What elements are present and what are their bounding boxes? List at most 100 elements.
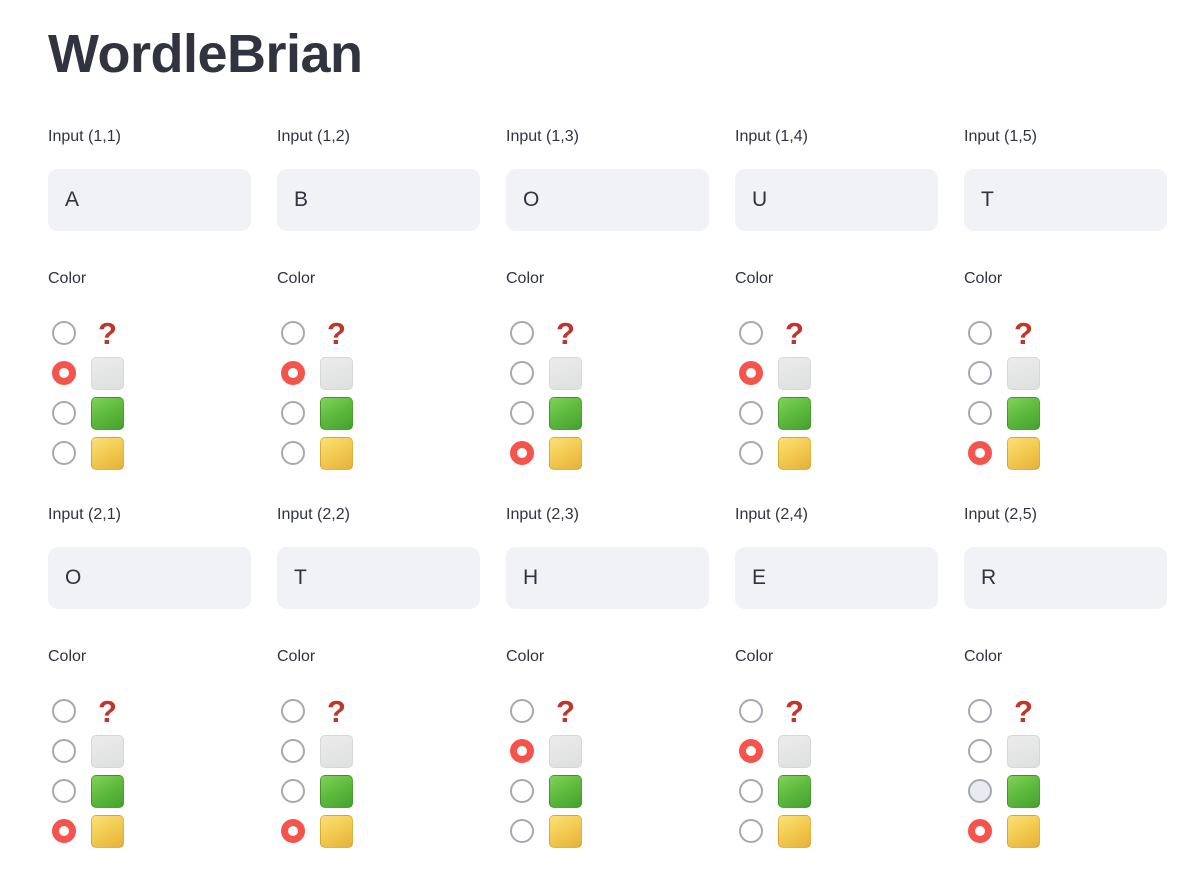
page: WordleBrian Input (1,1) A Color ? Input … bbox=[48, 24, 1167, 855]
color-option-yellow[interactable] bbox=[739, 436, 938, 470]
letter-input[interactable]: H bbox=[506, 546, 709, 609]
color-option-yellow[interactable] bbox=[281, 814, 480, 848]
radio-yellow[interactable] bbox=[52, 819, 76, 844]
radio-green[interactable] bbox=[739, 401, 763, 426]
radio-gray[interactable] bbox=[968, 739, 992, 764]
radio-gray[interactable] bbox=[510, 739, 534, 764]
letter-input[interactable]: A bbox=[48, 168, 251, 231]
color-option-gray[interactable] bbox=[281, 356, 480, 390]
radio-yellow[interactable] bbox=[739, 441, 763, 466]
radio-gray[interactable] bbox=[739, 361, 763, 386]
color-option-yellow[interactable] bbox=[968, 814, 1167, 848]
color-option-gray[interactable] bbox=[739, 356, 938, 390]
color-option-yellow[interactable] bbox=[510, 814, 709, 848]
radio-unknown[interactable] bbox=[739, 321, 763, 346]
color-option-green[interactable] bbox=[52, 774, 251, 808]
color-option-green[interactable] bbox=[739, 774, 938, 808]
color-option-gray[interactable] bbox=[739, 734, 938, 768]
radio-green[interactable] bbox=[968, 401, 992, 426]
radio-yellow[interactable] bbox=[510, 441, 534, 466]
letter-input[interactable]: T bbox=[277, 546, 480, 609]
color-option-green[interactable] bbox=[968, 774, 1167, 808]
color-option-green[interactable] bbox=[281, 774, 480, 808]
color-label: Color bbox=[735, 269, 774, 287]
color-option-green[interactable] bbox=[281, 396, 480, 430]
color-option-yellow[interactable] bbox=[52, 814, 251, 848]
color-option-gray[interactable] bbox=[510, 734, 709, 768]
radio-green[interactable] bbox=[739, 779, 763, 804]
radio-green[interactable] bbox=[52, 401, 76, 426]
radio-gray[interactable] bbox=[52, 739, 76, 764]
color-radio-group: ? bbox=[506, 695, 709, 855]
radio-unknown[interactable] bbox=[52, 321, 76, 346]
color-option-unknown[interactable]: ? bbox=[52, 317, 251, 350]
color-option-unknown[interactable]: ? bbox=[510, 695, 709, 728]
radio-yellow[interactable] bbox=[510, 819, 534, 844]
letter-input[interactable]: T bbox=[964, 168, 1167, 231]
radio-green[interactable] bbox=[52, 779, 76, 804]
radio-unknown[interactable] bbox=[968, 321, 992, 346]
radio-gray[interactable] bbox=[281, 361, 305, 386]
radio-green[interactable] bbox=[968, 779, 992, 804]
radio-yellow[interactable] bbox=[968, 441, 992, 466]
letter-input-value: T bbox=[294, 565, 307, 589]
radio-gray[interactable] bbox=[281, 739, 305, 764]
color-option-unknown[interactable]: ? bbox=[281, 695, 480, 728]
input-grid: Input (1,1) A Color ? Input (1,2) B Colo… bbox=[48, 125, 1167, 855]
color-option-green[interactable] bbox=[510, 396, 709, 430]
radio-gray[interactable] bbox=[52, 361, 76, 386]
color-radio-group: ? bbox=[964, 317, 1167, 477]
color-option-green[interactable] bbox=[510, 774, 709, 808]
radio-unknown[interactable] bbox=[968, 699, 992, 724]
input-label: Input (1,1) bbox=[48, 127, 121, 145]
color-option-unknown[interactable]: ? bbox=[52, 695, 251, 728]
radio-unknown[interactable] bbox=[281, 699, 305, 724]
radio-gray[interactable] bbox=[510, 361, 534, 386]
color-option-gray[interactable] bbox=[968, 734, 1167, 768]
radio-unknown[interactable] bbox=[739, 699, 763, 724]
letter-input[interactable]: B bbox=[277, 168, 480, 231]
color-option-yellow[interactable] bbox=[281, 436, 480, 470]
color-option-green[interactable] bbox=[968, 396, 1167, 430]
color-option-yellow[interactable] bbox=[52, 436, 251, 470]
color-option-unknown[interactable]: ? bbox=[968, 695, 1167, 728]
radio-gray[interactable] bbox=[968, 361, 992, 386]
letter-input[interactable]: O bbox=[48, 546, 251, 609]
radio-green[interactable] bbox=[281, 779, 305, 804]
radio-unknown[interactable] bbox=[281, 321, 305, 346]
color-option-yellow[interactable] bbox=[510, 436, 709, 470]
radio-yellow[interactable] bbox=[968, 819, 992, 844]
color-label: Color bbox=[48, 269, 87, 287]
color-option-unknown[interactable]: ? bbox=[968, 317, 1167, 350]
color-option-gray[interactable] bbox=[510, 356, 709, 390]
radio-unknown[interactable] bbox=[52, 699, 76, 724]
radio-unknown[interactable] bbox=[510, 321, 534, 346]
color-option-gray[interactable] bbox=[52, 734, 251, 768]
radio-yellow[interactable] bbox=[281, 819, 305, 844]
letter-input[interactable]: E bbox=[735, 546, 938, 609]
color-option-unknown[interactable]: ? bbox=[510, 317, 709, 350]
radio-green[interactable] bbox=[281, 401, 305, 426]
color-option-yellow[interactable] bbox=[968, 436, 1167, 470]
color-option-green[interactable] bbox=[52, 396, 251, 430]
radio-yellow[interactable] bbox=[281, 441, 305, 466]
radio-yellow[interactable] bbox=[52, 441, 76, 466]
radio-gray[interactable] bbox=[739, 739, 763, 764]
radio-green[interactable] bbox=[510, 779, 534, 804]
green-square-icon bbox=[549, 396, 582, 430]
color-option-yellow[interactable] bbox=[739, 814, 938, 848]
letter-input[interactable]: U bbox=[735, 168, 938, 231]
radio-unknown[interactable] bbox=[510, 699, 534, 724]
radio-yellow[interactable] bbox=[739, 819, 763, 844]
color-option-green[interactable] bbox=[739, 396, 938, 430]
color-option-unknown[interactable]: ? bbox=[739, 317, 938, 350]
color-option-gray[interactable] bbox=[281, 734, 480, 768]
input-label: Input (2,3) bbox=[506, 505, 579, 523]
letter-input[interactable]: O bbox=[506, 168, 709, 231]
color-option-unknown[interactable]: ? bbox=[739, 695, 938, 728]
letter-input[interactable]: R bbox=[964, 546, 1167, 609]
color-option-unknown[interactable]: ? bbox=[281, 317, 480, 350]
color-option-gray[interactable] bbox=[52, 356, 251, 390]
radio-green[interactable] bbox=[510, 401, 534, 426]
color-option-gray[interactable] bbox=[968, 356, 1167, 390]
